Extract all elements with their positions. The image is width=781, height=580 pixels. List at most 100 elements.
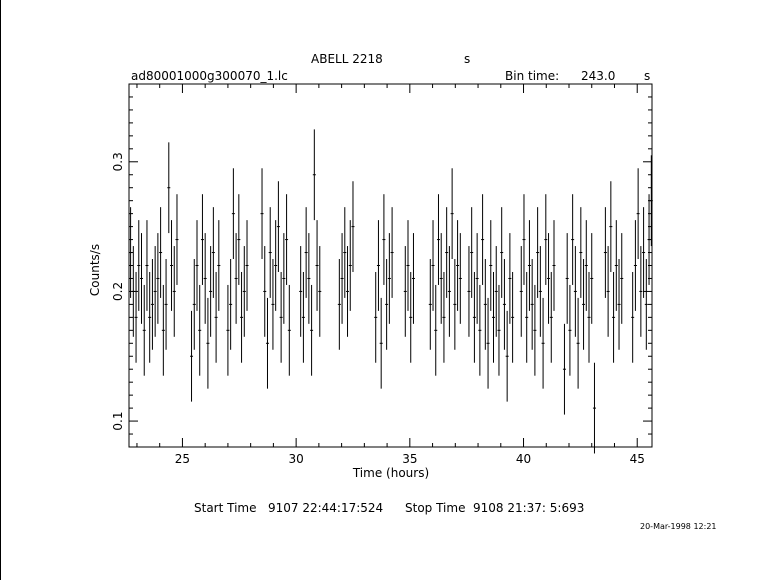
data-point [211,207,215,298]
data-point [170,220,174,311]
data-point [617,259,621,350]
data-point [263,246,267,337]
y-tick-label: 0.1 [111,412,125,431]
data-point [478,284,482,376]
data-point [337,259,341,350]
data-point [376,220,380,311]
object-unit: s [464,52,471,66]
data-point [175,194,179,285]
data-point [547,233,551,324]
data-point [271,259,275,350]
data-point [242,246,246,337]
data-point [475,233,479,324]
data-point [584,220,588,311]
data-point [536,207,540,298]
data-point [639,246,643,337]
data-point [544,194,548,285]
data-point [403,246,407,337]
data-point [164,259,168,350]
data-point [268,207,272,298]
data-point [411,233,415,324]
data-point [206,297,210,389]
data-point [240,271,244,363]
data-point [573,246,577,337]
data-point [472,271,476,363]
x-tick-label: 35 [402,452,417,466]
data-point [129,207,133,298]
data-point [450,168,454,260]
data-point [456,220,460,311]
data-point [609,181,613,272]
data-point [631,271,635,363]
data-point [489,220,493,311]
data-point [590,233,594,324]
data-point [436,194,440,285]
data-point [200,194,204,285]
data-point [620,233,624,324]
data-point [614,220,618,311]
data-point [470,207,474,298]
data-point [530,259,534,350]
data-point [285,194,289,285]
data-point [467,246,471,337]
data-point [203,233,207,324]
start-time-label: Start Time [194,501,257,515]
data-point [562,323,566,415]
data-point [483,259,487,350]
data-point [374,271,378,363]
left-border [0,0,1,580]
data-point [522,194,526,285]
data-point [310,284,314,376]
data-point [343,207,347,298]
data-point [315,220,319,311]
data-point [282,233,286,324]
y-tick-label: 0.2 [111,282,125,301]
data-point [382,194,386,285]
data-point [134,271,138,363]
data-point [538,246,542,337]
data-point [287,284,291,376]
data-points [129,129,653,454]
data-point [279,271,283,363]
data-point [226,284,230,376]
data-point [587,271,591,363]
x-tick-label: 30 [288,452,303,466]
data-point [299,246,303,337]
data-point [406,220,410,311]
x-axis-label: Time (hours) [352,466,429,480]
data-point [312,129,316,221]
data-point [161,284,165,376]
data-point [260,168,264,260]
object-name: ABELL 2218 [311,52,383,66]
data-point [390,207,394,298]
data-point [497,284,501,376]
y-tick-label: 0.3 [111,152,125,171]
data-point [156,233,160,324]
data-point [576,297,580,389]
bin-time-unit: s [644,69,651,83]
data-point [274,220,278,311]
data-point [195,220,199,311]
axis-tick-labels: 25 30 35 40 45 0.1 0.2 0.3 [111,152,645,466]
datestamp: 20-Mar-1998 12:21 [640,522,717,531]
data-point [150,259,154,350]
data-point [486,297,490,389]
data-point [234,233,238,324]
stop-time-label: Stop Time [405,501,466,515]
data-point [318,246,322,337]
data-point [137,220,141,311]
start-time-value: 9107 22:44:17:524 [268,501,384,515]
data-point [442,271,446,363]
data-point [145,220,149,311]
filename-label: ad80001000g300070_1.lc [131,69,288,83]
data-point [131,246,135,337]
axis-ticks [129,84,652,447]
data-point [592,362,596,454]
data-point [340,233,344,324]
data-point [525,271,529,363]
data-point [481,194,485,285]
data-point [579,207,583,298]
data-point [348,220,352,311]
data-point [606,246,610,337]
data-point [209,246,213,337]
